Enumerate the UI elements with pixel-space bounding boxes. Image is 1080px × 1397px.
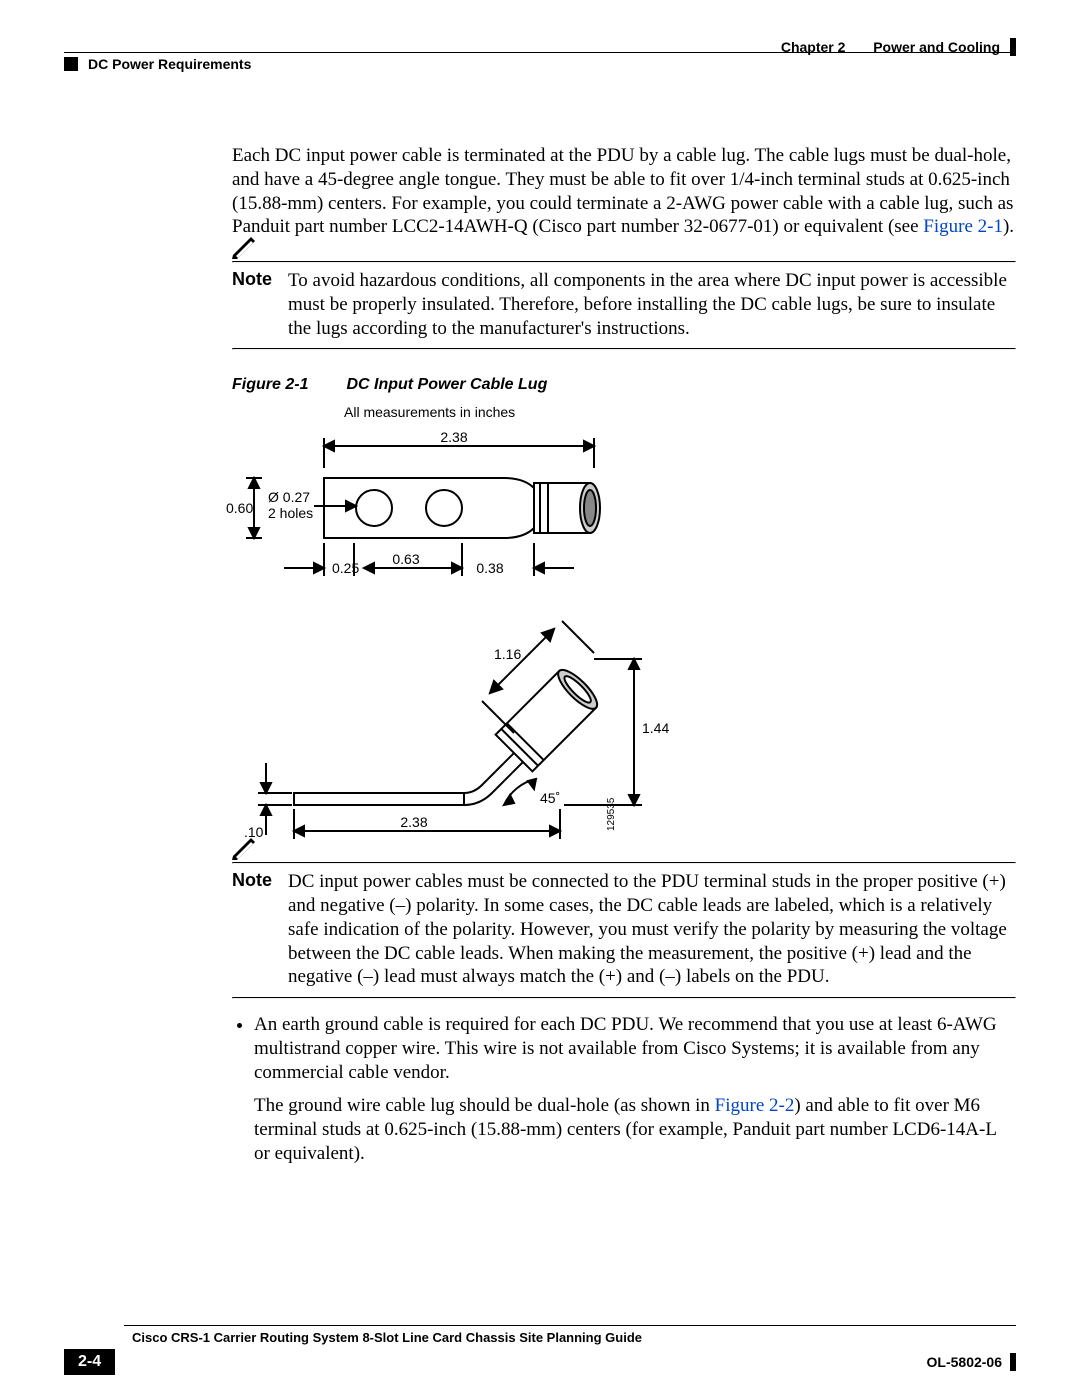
dim-0-63: 0.63 bbox=[392, 551, 419, 567]
hole-count: 2 holes bbox=[268, 505, 313, 521]
lug-top-view: 2.38 0.60 bbox=[214, 428, 674, 598]
chapter-title: Power and Cooling bbox=[873, 39, 1000, 55]
figure-2-1-link[interactable]: Figure 2-1 bbox=[923, 216, 1003, 237]
note-block-2: Note DC input power cables must be conne… bbox=[232, 862, 1016, 999]
header-section: DC Power Requirements bbox=[64, 56, 251, 72]
note1-label: Note bbox=[232, 269, 288, 340]
bullet-list: An earth ground cable is required for ea… bbox=[232, 1013, 1016, 1084]
header-chapter: Chapter 2 Power and Cooling bbox=[781, 38, 1016, 56]
page-number: 2-4 bbox=[64, 1349, 115, 1375]
p1-text-a: Each DC input power cable is terminated … bbox=[232, 145, 1013, 237]
footer-bar-icon bbox=[1010, 1353, 1016, 1371]
page-footer: Cisco CRS-1 Carrier Routing System 8-Slo… bbox=[64, 1325, 1016, 1375]
note1-text: To avoid hazardous conditions, all compo… bbox=[288, 269, 1016, 340]
intro-paragraph: Each DC input power cable is terminated … bbox=[232, 144, 1016, 239]
dim-1-16: 1.16 bbox=[494, 646, 521, 662]
bullet-ground-cable: An earth ground cable is required for ea… bbox=[254, 1013, 1016, 1084]
ground-lug-paragraph: The ground wire cable lug should be dual… bbox=[254, 1094, 1016, 1165]
note2-label: Note bbox=[232, 870, 288, 989]
figure-ref-id: 129535 bbox=[606, 797, 617, 831]
pencil-icon bbox=[231, 233, 259, 259]
note2-text: DC input power cables must be connected … bbox=[288, 870, 1016, 989]
after-bullet-a: The ground wire cable lug should be dual… bbox=[254, 1095, 715, 1116]
dim-0-25: 0.25 bbox=[332, 560, 359, 576]
note-block-1: Note To avoid hazardous conditions, all … bbox=[232, 261, 1016, 350]
figure-caption: Figure 2-1 DC Input Power Cable Lug bbox=[232, 376, 1016, 394]
header-square-icon bbox=[64, 57, 78, 71]
footer-doc-title: Cisco CRS-1 Carrier Routing System 8-Slo… bbox=[132, 1330, 1016, 1345]
figure-2-1: All measurements in inches 2.38 bbox=[214, 404, 1016, 858]
footer-doc-id: OL-5802-06 bbox=[927, 1353, 1016, 1371]
p1-text-b: ). bbox=[1003, 216, 1014, 237]
page: Chapter 2 Power and Cooling DC Power Req… bbox=[0, 0, 1080, 1397]
dim-2-38-top: 2.38 bbox=[440, 429, 467, 445]
page-header: Chapter 2 Power and Cooling DC Power Req… bbox=[64, 38, 1016, 74]
chapter-label: Chapter 2 bbox=[781, 39, 846, 55]
figure-title: DC Input Power Cable Lug bbox=[346, 376, 547, 393]
figure-2-2-link[interactable]: Figure 2-2 bbox=[715, 1095, 795, 1116]
header-bar-icon bbox=[1010, 38, 1016, 56]
hole-dia: Ø 0.27 bbox=[268, 489, 310, 505]
lug-side-view: 1.16 1.44 45˚ bbox=[214, 603, 694, 853]
dim-1-44: 1.44 bbox=[642, 720, 669, 736]
dim-0-38: 0.38 bbox=[476, 560, 503, 576]
dim-45deg: 45˚ bbox=[540, 790, 560, 806]
pencil-icon bbox=[231, 834, 259, 860]
figure-number: Figure 2-1 bbox=[232, 376, 342, 394]
figure-subcaption: All measurements in inches bbox=[344, 404, 1016, 420]
section-title: DC Power Requirements bbox=[88, 56, 251, 72]
dim-0-60: 0.60 bbox=[226, 500, 253, 516]
dim-2-38-side: 2.38 bbox=[400, 814, 427, 830]
